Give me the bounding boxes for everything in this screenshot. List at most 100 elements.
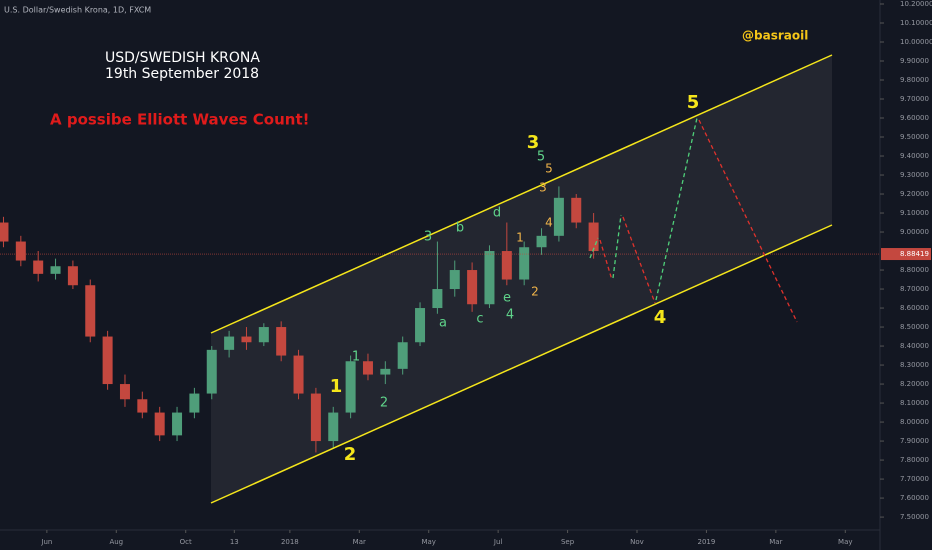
candle-body [102,336,113,385]
last-price-box [881,248,931,261]
wave-label: 3 [539,181,547,195]
candle-body [15,241,26,261]
y-tick-label: 9.80000 [900,76,929,84]
x-tick-label: Jul [493,538,503,546]
wave-label: 4 [506,308,514,323]
wave-label: d [493,206,501,221]
candle-body [536,235,547,248]
x-tick-label: May [838,538,852,546]
y-tick-label: 8.20000 [900,380,929,388]
candle-body [189,393,200,413]
wave-label: 3 [527,132,540,153]
y-tick-label: 9.60000 [900,114,929,122]
candle-body [432,289,443,309]
candle-body [310,393,321,442]
wave-label: a [439,316,447,331]
y-tick-label: 7.90000 [900,437,929,445]
wave-label: 1 [330,376,343,397]
last-price-label: 8.88419 [900,250,929,258]
candle-body [362,361,373,375]
candle-body [137,399,148,413]
y-tick-label: 10.10000 [900,19,932,27]
y-tick-label: 9.20000 [900,190,929,198]
x-tick-label: Mar [769,538,782,546]
wave-label: 5 [537,150,545,165]
wave-label: 1 [352,350,360,365]
wave-label: 5 [687,92,700,113]
candle-body [224,336,235,350]
channel-lower [210,224,833,504]
chart-subtitle: 19th September 2018 [105,66,259,82]
x-tick-label: Mar [353,538,366,546]
projection [589,117,798,323]
y-tick-label: 9.10000 [900,209,929,217]
candle-body [67,266,78,286]
wave-label: e [503,291,511,306]
candle-body [50,266,61,274]
y-tick-label: 9.30000 [900,171,929,179]
x-tick-label: May [421,538,435,546]
wave-label: 1 [516,231,524,245]
candle-body [397,342,408,369]
candle-body [172,412,183,436]
wave-label: 3 [424,230,432,245]
wave-label: 2 [531,285,539,299]
y-tick-label: 8.30000 [900,361,929,369]
candle-body [119,384,130,400]
wave-label: 4 [545,216,553,230]
candle-body [85,285,96,337]
channel-upper [210,54,833,334]
y-tick-label: 9.90000 [900,57,929,65]
y-tick-label: 9.00000 [900,228,929,236]
x-tick-label: 2019 [698,538,716,546]
x-tick-label: Aug [109,538,123,546]
symbol: U.S. Dollar/Swedish Krona, 1D, FXCM [4,6,151,15]
projection-up [589,237,599,259]
candle-body [328,412,339,442]
annotation: A possibe Elliott Waves Count! [50,111,309,129]
candle-body [553,197,564,236]
wave-label: b [456,221,464,236]
candle-body [154,412,165,436]
candle-body [0,222,9,242]
candle-body [501,251,512,280]
y-tick-label: 7.80000 [900,456,929,464]
x-tick-label: 2018 [281,538,299,546]
x-tick-label: Sep [561,538,575,546]
candle-body [380,368,391,375]
wave-label: 4 [654,307,667,328]
y-tick-label: 10.00000 [900,38,932,46]
candle-body [293,355,304,394]
wave-label: 2 [380,396,388,411]
wave-label: c [476,312,483,327]
y-tick-label: 8.70000 [900,285,929,293]
y-tick-label: 9.40000 [900,152,929,160]
x-tick-label: Nov [630,538,644,546]
candle-body [484,251,495,305]
y-tick-label: 8.50000 [900,323,929,331]
candle-body [449,270,460,290]
candle-body [258,327,269,343]
y-tick-label: 7.70000 [900,475,929,483]
candle-body [588,222,599,252]
author: @basraoil [742,29,808,43]
candle-body [241,336,252,343]
chart-title: USD/SWEDISH KRONA [105,50,260,66]
candle-body [467,270,478,305]
y-tick-label: 8.60000 [900,304,929,312]
candle-body [33,260,44,274]
candle-body [415,308,426,343]
x-tick-label: Jun [40,538,52,546]
y-tick-label: 8.10000 [900,399,929,407]
y-tick-label: 9.50000 [900,133,929,141]
projection-down [622,216,656,304]
x-tick-label: 13 [230,538,239,546]
candle-body [276,327,287,356]
y-tick-label: 7.60000 [900,494,929,502]
candle-body [571,197,582,223]
y-tick-label: 8.80000 [900,266,929,274]
candle-body [519,247,530,280]
y-tick-label: 7.50000 [900,513,929,521]
